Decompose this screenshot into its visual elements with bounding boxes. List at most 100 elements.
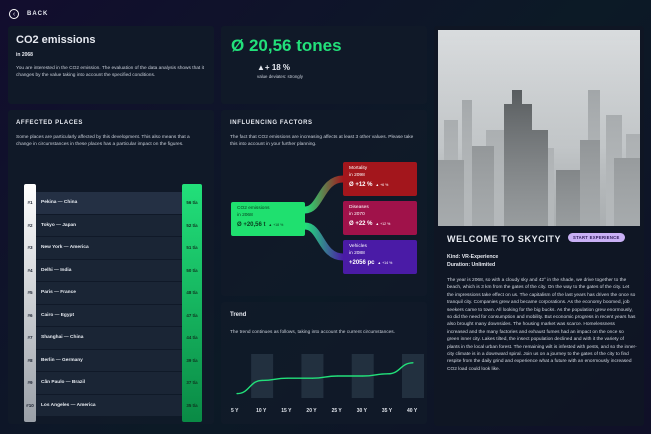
trend-description: The trend continues as follows, taking i… <box>230 330 396 335</box>
city-value: 37 t/a <box>186 380 198 386</box>
start-experience-button[interactable]: START EXPERIENCE <box>568 233 625 242</box>
trend-point <box>261 379 263 381</box>
stat-change: ▲+ 18 % <box>257 63 291 72</box>
rank-number: #9 <box>27 380 33 386</box>
ranking-row[interactable]: #3 New York — America 51 t/a <box>24 237 202 259</box>
chart-band <box>402 354 424 398</box>
city-name: Cairo — Egypt <box>36 304 182 326</box>
rank-number: #10 <box>26 402 34 408</box>
stat-panel: Ø 20,56 tones ▲+ 18 % value deviates: st… <box>221 26 427 104</box>
summary-panel: CO2 emissions in 2068 You are interested… <box>8 26 214 104</box>
factor-label: Mortality in 2098 <box>349 166 368 178</box>
affected-title: AFFECTED PLACES <box>16 120 84 126</box>
rank-number: #7 <box>27 335 33 341</box>
factor-value: Ø +22 % ▲ +12 % <box>349 221 391 227</box>
back-button[interactable]: ‹ BACK <box>9 9 48 19</box>
trend-line-series <box>236 362 414 395</box>
trend-point <box>286 377 288 379</box>
city-name: Tokyo — Japan <box>36 214 182 236</box>
city-value: 51 t/a <box>186 245 198 251</box>
factor-label: Vehicles in 2088 <box>349 244 367 256</box>
ranking-row[interactable]: #7 Shanghai — China 44 t/a <box>24 327 202 349</box>
rank-number: #1 <box>27 200 33 206</box>
affected-places-panel: AFFECTED PLACES Some places are particul… <box>8 110 214 424</box>
rank-number: #4 <box>27 267 33 273</box>
x-tick-label: 35 Y <box>381 408 393 414</box>
city-value: 47 t/a <box>186 312 198 318</box>
city-skyline-image <box>438 30 640 226</box>
city-name: Berlin — Germany <box>36 349 182 371</box>
x-tick-label: 20 Y <box>306 408 317 414</box>
ranking-row[interactable]: #4 Delhi — India 50 t/a <box>24 259 202 281</box>
experience-duration: Duration: Unlimited <box>447 262 496 268</box>
trend-point <box>311 377 314 379</box>
chevron-left-icon: ‹ <box>9 9 19 19</box>
ranking-row[interactable]: #1 Pekina — China 56 t/a <box>24 192 202 214</box>
factor-box-diseases[interactable]: Diseases in 2070 Ø +22 % ▲ +12 % <box>343 201 417 235</box>
summary-year: in 2068 <box>16 52 33 58</box>
ranking-row[interactable]: #8 Berlin — Germany 39 t/a <box>24 349 202 371</box>
rank-gradient-bar <box>24 184 36 422</box>
factor-source-value: Ø +20,56 t ▲ +18 % <box>237 222 284 228</box>
city-name: Cãn Paulo — Brazil <box>36 372 182 394</box>
city-name: Shanghai — China <box>36 327 182 349</box>
page-title: CO2 emissions <box>16 34 96 46</box>
x-tick-label: 30 Y <box>356 408 367 414</box>
chart-band <box>301 354 324 398</box>
city-value: 48 t/a <box>186 290 198 296</box>
factors-description: The fact that CO2 emissions are increasi… <box>230 135 414 147</box>
ranking-row[interactable]: #6 Cairo — Egypt 47 t/a <box>24 304 202 326</box>
city-value: 56 t/a <box>186 200 198 206</box>
rank-number: #6 <box>27 312 33 318</box>
city-value: 44 t/a <box>186 335 198 341</box>
x-tick-label: 25 Y <box>331 408 342 414</box>
factor-value: +2056 pc ▲ +14 % <box>349 260 393 266</box>
back-label: BACK <box>27 11 49 17</box>
trend-point <box>362 375 364 377</box>
ranking-row[interactable]: #9 Cãn Paulo — Brazil 37 t/a <box>24 372 202 394</box>
trend-point <box>236 393 238 395</box>
city-name: Los Angeles — America <box>36 394 182 416</box>
influencing-factors-panel: INFLUENCING FACTORS The fact that CO2 em… <box>221 110 427 296</box>
factor-box-mortality[interactable]: Mortality in 2098 Ø +12 % ▲ +6 % <box>343 162 417 196</box>
factor-label: Diseases in 2070 <box>349 205 369 217</box>
rank-number: #5 <box>27 290 33 296</box>
rank-number: #3 <box>27 245 33 251</box>
factor-box-vehicles[interactable]: Vehicles in 2088 +2056 pc ▲ +14 % <box>343 240 417 274</box>
rank-number: #8 <box>27 357 33 363</box>
city-value: 50 t/a <box>186 267 198 273</box>
chart-band <box>251 354 274 398</box>
city-name: New York — America <box>36 237 182 259</box>
x-tick-label: 40 Y <box>407 408 418 414</box>
experience-kind: Kind: VR-Experience <box>447 254 499 260</box>
x-tick-label: 5 Y <box>231 408 239 414</box>
trend-panel: Trend The trend continues as follows, ta… <box>221 302 427 424</box>
city-value: 35 t/a <box>186 402 198 408</box>
stat-note: value deviates: strongly <box>257 74 303 79</box>
factors-title: INFLUENCING FACTORS <box>230 120 313 126</box>
skycity-story: The year is 2068, so with a cloudy sky a… <box>447 278 637 372</box>
skycity-panel: WELCOME TO SKYCITY START EXPERIENCE Kind… <box>434 26 644 426</box>
factor-connectors <box>304 175 344 261</box>
trend-point <box>387 373 389 375</box>
summary-description: You are interested in the CO2 emission. … <box>16 66 204 78</box>
city-name: Pekina — China <box>36 192 182 214</box>
trend-point <box>412 362 414 364</box>
ranking-row[interactable]: #2 Tokyo — Japan 52 t/a <box>24 214 202 236</box>
rank-number: #2 <box>27 222 33 228</box>
city-name: Paris — France <box>36 282 182 304</box>
ranking-row[interactable]: #10 Los Angeles — America 35 t/a <box>24 394 202 416</box>
city-value: 39 t/a <box>186 357 198 363</box>
trend-point <box>336 375 339 377</box>
ranking-row[interactable]: #5 Paris — France 48 t/a <box>24 282 202 304</box>
ranking-list: #1 Pekina — China 56 t/a #2 Tokyo — Japan 52 … <box>16 184 204 422</box>
stat-value: Ø 20,56 tones <box>231 36 342 55</box>
x-tick-label: 10 Y <box>256 408 267 414</box>
value-gradient-bar <box>182 184 202 422</box>
skycity-title: WELCOME TO SKYCITY <box>447 234 562 244</box>
factor-source-co2[interactable]: CO2 emissions in 2068 Ø +20,56 t ▲ +18 % <box>231 202 305 236</box>
city-value: 52 t/a <box>186 222 198 228</box>
city-name: Delhi — India <box>36 259 182 281</box>
factor-value: Ø +12 % ▲ +6 % <box>349 182 389 188</box>
trend-title: Trend <box>230 312 247 318</box>
